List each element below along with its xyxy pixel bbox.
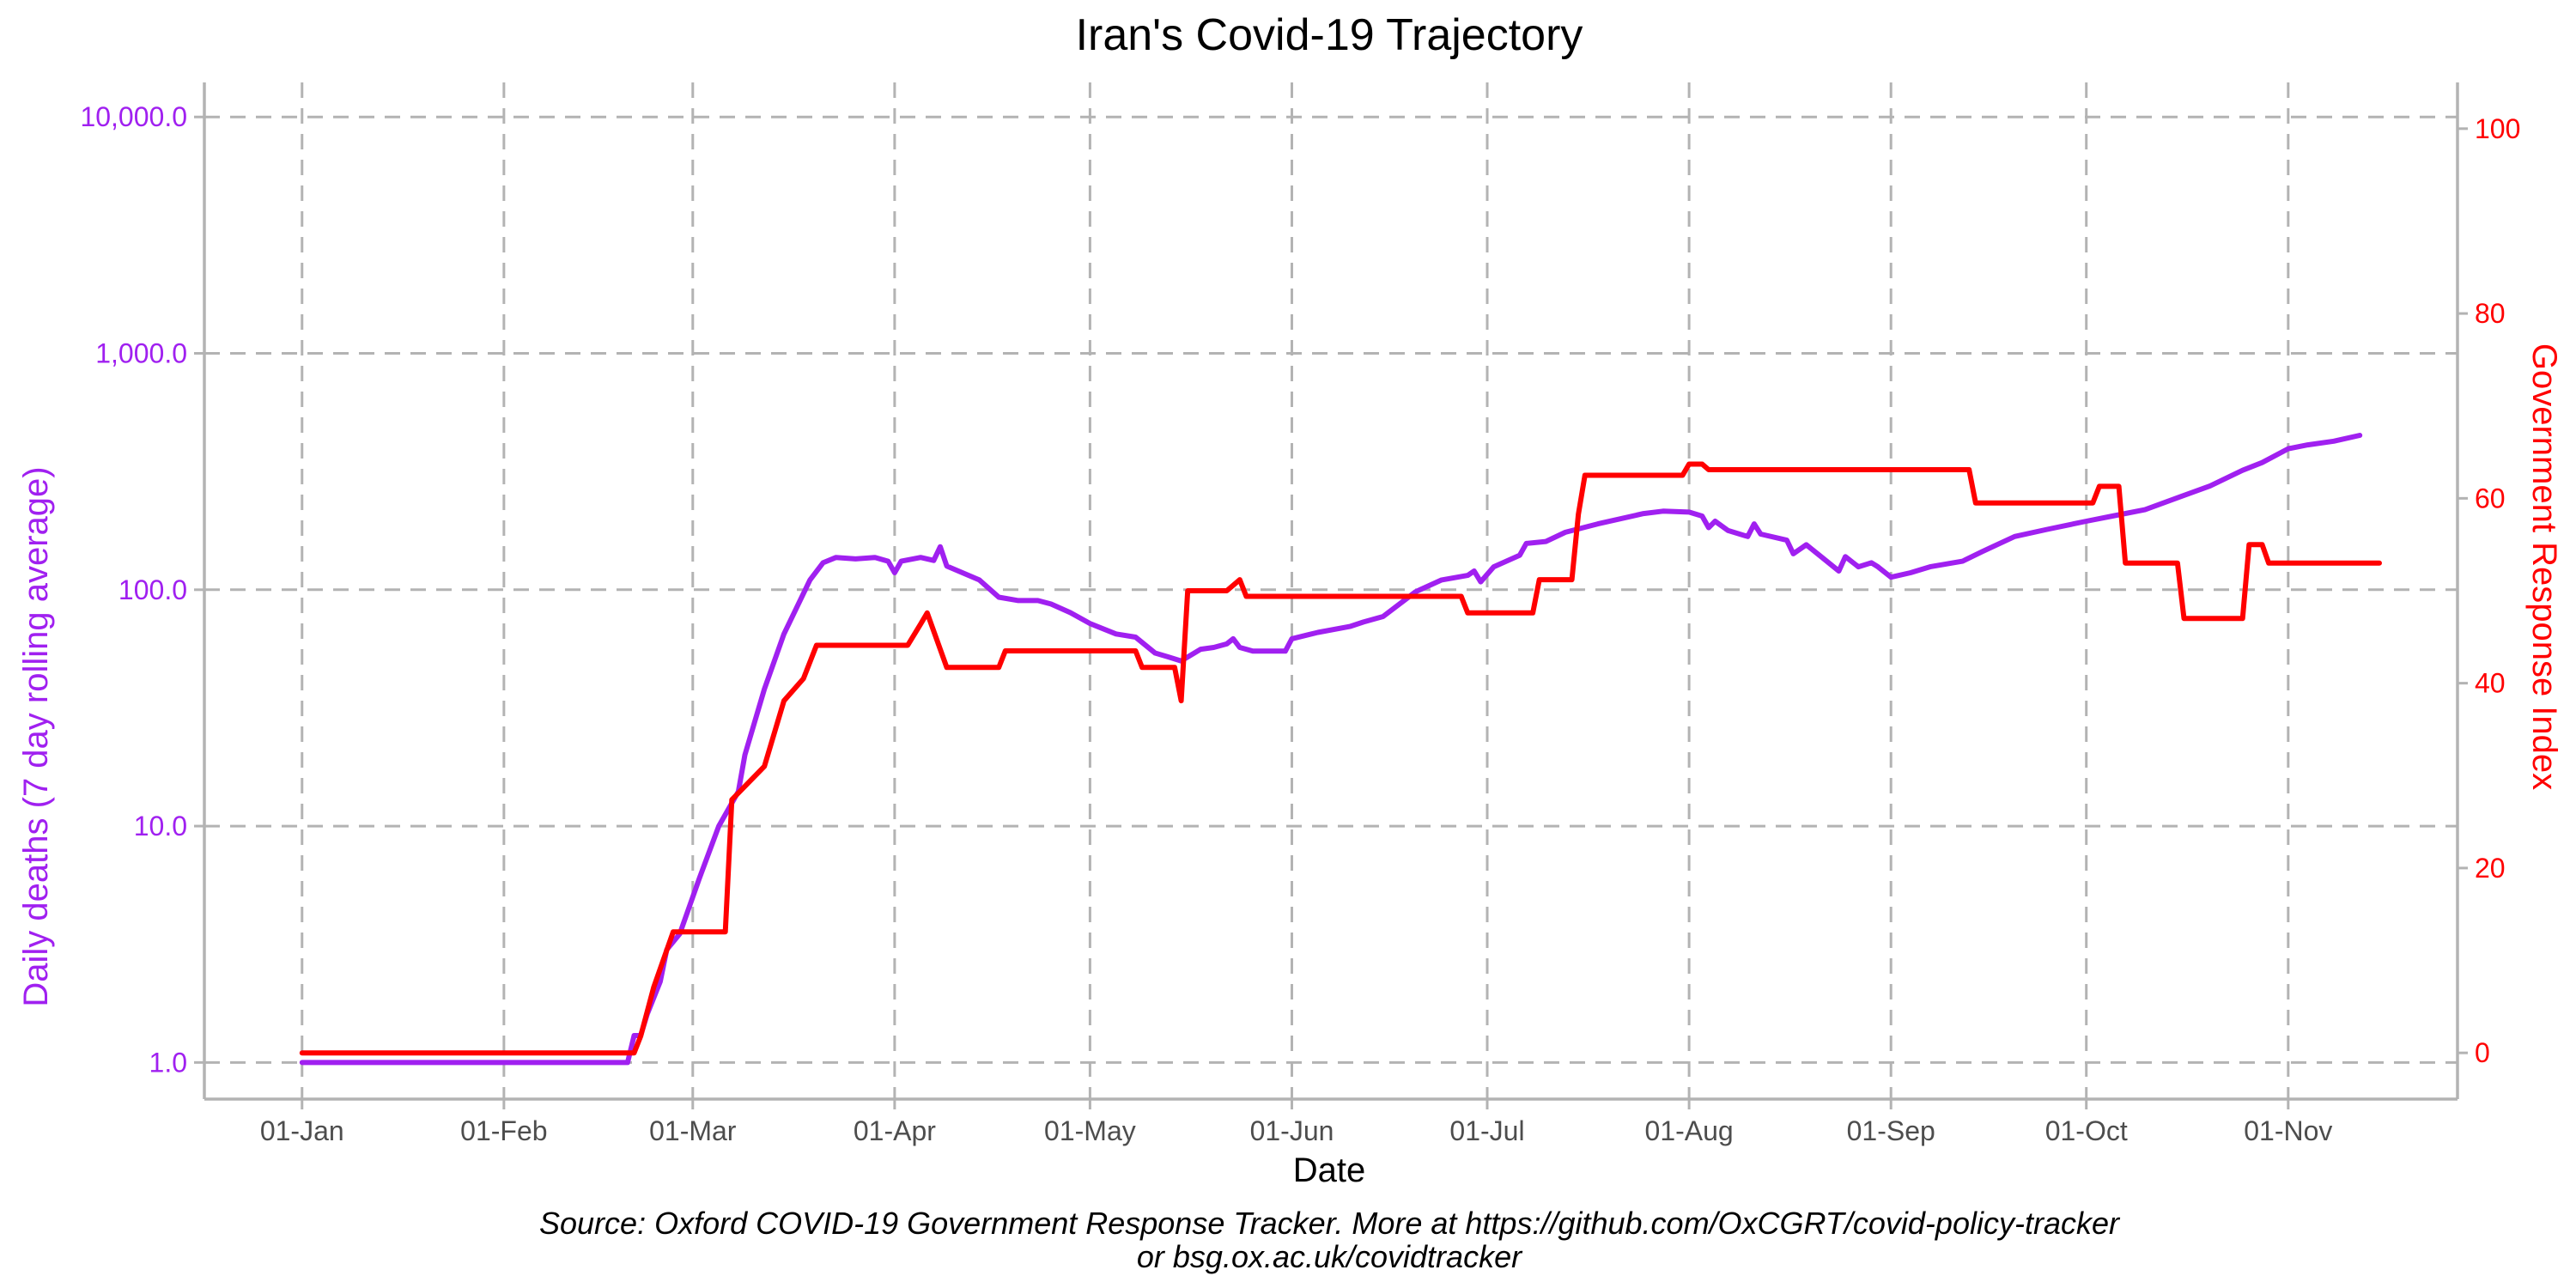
y-right-tick-label: 40 <box>2475 668 2506 699</box>
tick-labels: 1.0 10.0 100.0 1,000.0 10,000.0 0 20 40 60 80 100 0… <box>80 101 2520 1146</box>
y-left-tick-label: 1.0 <box>149 1047 187 1078</box>
y-left-tick-label: 1,000.0 <box>95 338 187 369</box>
response-series-line <box>299 461 2382 1056</box>
y-right-tick-label: 60 <box>2475 483 2506 513</box>
series-lines <box>299 433 2382 1066</box>
y-right-tick-label: 0 <box>2475 1037 2490 1068</box>
y-right-tick-label: 20 <box>2475 853 2506 884</box>
axis-frame <box>194 82 2468 1109</box>
x-tick-label: 01-Feb <box>460 1115 547 1146</box>
x-tick-label: 01-Sep <box>1847 1115 1935 1146</box>
y-right-tick-label: 100 <box>2475 113 2520 144</box>
x-tick-label: 01-Mar <box>649 1115 737 1146</box>
y-left-tick-label: 100.0 <box>118 574 187 605</box>
y-left-axis-title: Daily deaths (7 day rolling average) <box>17 466 55 1006</box>
x-tick-label: 01-Nov <box>2244 1115 2332 1146</box>
deaths-series-line <box>299 433 2363 1066</box>
x-tick-label: 01-Oct <box>2045 1115 2128 1146</box>
source-caption-line-2: or bsg.ox.ac.uk/covidtracker <box>1137 1239 1523 1274</box>
x-tick-label: 01-May <box>1044 1115 1136 1146</box>
x-tick-label: 01-Jan <box>260 1115 344 1146</box>
y-left-tick-label: 10.0 <box>134 811 187 841</box>
x-tick-label: 01-Aug <box>1645 1115 1734 1146</box>
x-axis-title: Date <box>1293 1151 1366 1189</box>
x-tick-label: 01-Jul <box>1449 1115 1524 1146</box>
y-right-axis-title: Government Response Index <box>2525 343 2563 790</box>
x-tick-label: 01-Jun <box>1250 1115 1334 1146</box>
grid <box>204 82 2458 1099</box>
x-tick-label: 01-Apr <box>854 1115 936 1146</box>
source-caption-line-1: Source: Oxford COVID-19 Government Respo… <box>539 1206 2121 1241</box>
y-right-tick-label: 80 <box>2475 298 2506 329</box>
y-left-tick-label: 10,000.0 <box>80 101 187 132</box>
chart-title: Iran's Covid-19 Trajectory <box>1076 10 1583 60</box>
